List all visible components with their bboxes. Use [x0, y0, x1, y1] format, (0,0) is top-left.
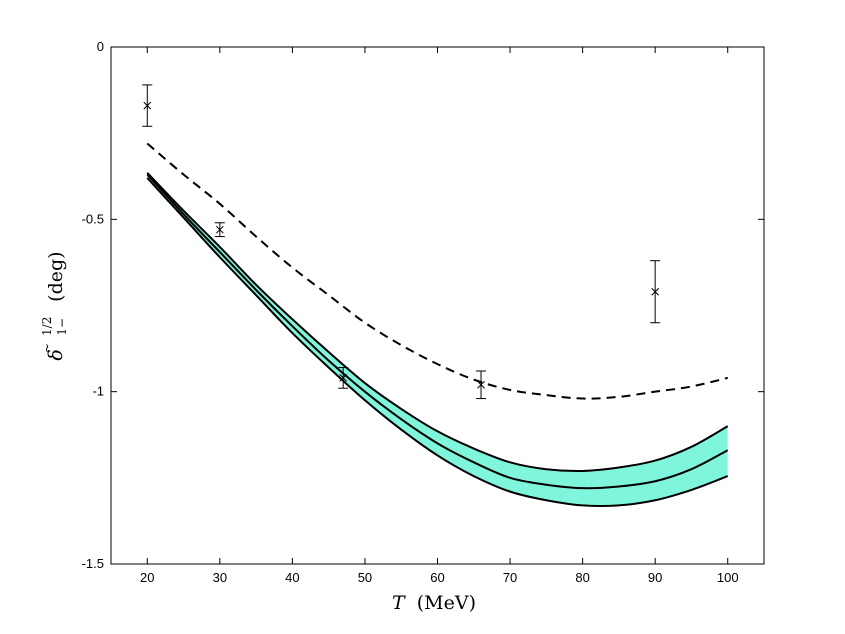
y-axis-title: δ ~ 1/2 1− (deg) — [34, 251, 71, 360]
error-band-fill — [147, 172, 728, 507]
point-marker — [651, 287, 660, 296]
x-tick-label: 100 — [717, 570, 739, 585]
y-tick-label: -1.5 — [82, 556, 104, 571]
x-axis-title: T (MeV) — [392, 592, 476, 614]
x-tick-label: 20 — [140, 570, 154, 585]
x-tick-label: 40 — [285, 570, 299, 585]
curve-layer — [146, 142, 729, 508]
x-tick-label: 50 — [358, 570, 372, 585]
band-lower-line — [146, 177, 729, 508]
error-band-layer — [147, 172, 728, 507]
data-point — [338, 367, 349, 389]
x-tick-label: 90 — [648, 570, 662, 585]
y-tick-label: -0.5 — [82, 211, 104, 226]
data-point-layer — [142, 84, 661, 400]
data-point — [650, 260, 661, 324]
point-marker — [339, 374, 348, 382]
point-marker — [477, 380, 485, 389]
data-point — [142, 84, 153, 127]
data-point — [476, 370, 487, 400]
point-marker — [143, 101, 152, 110]
x-tick-label: 70 — [503, 570, 517, 585]
dashed-curve — [146, 142, 728, 400]
y-tick-label: 0 — [97, 39, 104, 54]
band-upper-line — [146, 172, 729, 473]
y-tick-label: -1 — [92, 384, 104, 399]
x-tick-label: 80 — [575, 570, 589, 585]
point-marker — [215, 225, 224, 234]
x-tick-label: 60 — [430, 570, 444, 585]
band-center-line — [146, 173, 729, 490]
x-tick-label: 30 — [213, 570, 227, 585]
data-point — [214, 222, 225, 238]
tick-layer: 20 30 40 50 60 70 80 90 100 0 -0.5 -1 -1.5 — [82, 39, 764, 585]
